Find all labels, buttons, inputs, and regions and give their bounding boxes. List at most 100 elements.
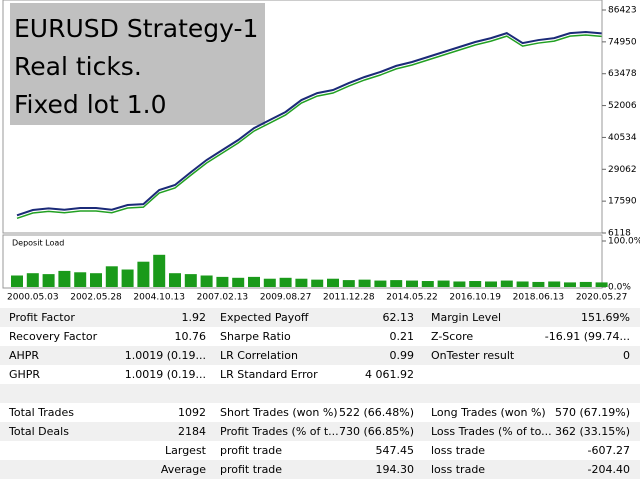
stat-value: -204.40 <box>587 463 630 476</box>
stat-label: GHPR <box>9 368 41 381</box>
load-bar <box>42 274 55 287</box>
y-tick-label: 52006 <box>608 101 637 111</box>
stat-value: 1.0019 (0.19... <box>124 368 206 381</box>
load-bar <box>579 281 592 287</box>
y-tick-label: 63478 <box>608 69 637 79</box>
stat-value: 151.69% <box>581 311 630 324</box>
stat-value: 1.92 <box>181 311 207 324</box>
x-tick-label: 2011.12.28 <box>323 293 375 303</box>
load-bar <box>184 274 197 287</box>
stat-label: Expected Payoff <box>220 311 309 324</box>
load-bar <box>295 278 308 287</box>
stat-label: Total Deals <box>9 425 69 438</box>
y-tick-label: 40534 <box>608 133 637 143</box>
stat-value: 10.76 <box>174 330 207 343</box>
stat-label: Recovery Factor <box>9 330 98 343</box>
annotation: Real ticks. <box>14 52 142 81</box>
stat-value: 570 (67.19%) <box>554 406 630 419</box>
load-bar <box>342 280 355 287</box>
load-bar <box>406 280 418 287</box>
load-bar <box>437 280 450 287</box>
info-box <box>10 3 265 125</box>
load-bar <box>374 280 387 287</box>
annotation: EURUSD Strategy-1 <box>14 14 258 43</box>
load-bar <box>248 276 260 287</box>
load-bar <box>485 281 497 287</box>
stat-value: 62.13 <box>382 311 415 324</box>
x-tick-label: 2018.06.13 <box>513 293 565 303</box>
load-bar <box>595 282 608 287</box>
load-bar <box>153 254 166 287</box>
x-tick-label: 2009.08.27 <box>260 293 312 303</box>
x-tick-label: 2000.05.03 <box>7 293 59 303</box>
y-tick-label: 0.0% <box>608 283 631 293</box>
load-bar <box>74 272 87 287</box>
annotation: Fixed lot 1.0 <box>14 90 166 119</box>
x-tick-label: 2007.02.13 <box>197 293 249 303</box>
equity-line <box>16 34 602 219</box>
panel-title: Deposit Load <box>12 239 64 248</box>
stat-label: Sharpe Ratio <box>220 330 291 343</box>
x-tick-label: 2004.10.13 <box>133 293 185 303</box>
load-bar <box>453 281 466 287</box>
load-bar <box>263 278 276 287</box>
report-row: Largest profit trade 547.45 loss trade -607.… <box>0 441 640 460</box>
report-row: Total Deals 2184 Profit Trades (% of t... 7… <box>0 422 640 441</box>
stat-value: 730 (66.85%) <box>338 425 414 438</box>
stat-label: profit trade <box>220 444 283 457</box>
stat-value: 522 (66.48%) <box>338 406 414 419</box>
stat-label: Profit Factor <box>9 311 75 324</box>
stat-value: -16.91 (99.74... <box>544 330 630 343</box>
stat-label: Profit Trades (% of t... <box>220 425 339 438</box>
report-row: Profit Factor 1.92 Expected Payoff 62.13 Mar… <box>0 308 640 327</box>
stat-value: 1092 <box>178 406 206 419</box>
y-tick-label: 74950 <box>608 37 637 47</box>
load-bar <box>516 281 529 287</box>
stat-value: 2184 <box>178 425 206 438</box>
load-bar <box>500 280 513 287</box>
report-row: Recovery Factor 10.76 Sharpe Ratio 0.21 Z-Sc… <box>0 327 640 346</box>
stat-value: 194.30 <box>375 463 415 476</box>
load-bar <box>200 275 213 287</box>
load-bar <box>216 276 229 287</box>
x-tick-label: 2014.05.22 <box>386 293 438 303</box>
stat-value: 0 <box>623 349 630 362</box>
load-bar <box>121 269 134 287</box>
stat-value: -607.27 <box>587 444 630 457</box>
load-bar <box>532 281 545 287</box>
stat-label: Short Trades (won %) <box>220 406 338 419</box>
y-tick-label: 29062 <box>608 165 637 175</box>
load-bar <box>232 277 245 287</box>
report-row: Average profit trade 194.30 loss trade -204.… <box>0 460 640 479</box>
load-bar <box>26 273 39 287</box>
load-bar <box>311 279 324 287</box>
load-bar <box>137 261 150 287</box>
load-bar <box>421 281 434 287</box>
stat-label: Margin Level <box>431 311 502 324</box>
load-bar <box>58 270 71 287</box>
stat-value: 547.45 <box>375 444 415 457</box>
stat-label: OnTester result <box>431 349 515 362</box>
balance-line <box>16 30 602 217</box>
stat-value: 1.0019 (0.19... <box>124 349 206 362</box>
stat-value: 0.99 <box>389 349 415 362</box>
stat-label: LR Correlation <box>220 349 298 362</box>
load-bar <box>90 273 102 287</box>
x-tick-label: 2020.05.27 <box>576 293 628 303</box>
load-bar <box>548 281 561 287</box>
x-tick-label: 2016.10.19 <box>449 293 501 303</box>
load-bar <box>358 279 371 287</box>
y-tick-label: 17590 <box>608 197 637 207</box>
y-tick-label: 86423 <box>608 6 637 16</box>
load-bar <box>105 266 118 287</box>
load-bar <box>469 281 482 287</box>
stat-value: 362 (33.15%) <box>554 425 630 438</box>
stat-label: loss trade <box>431 463 486 476</box>
stat-label: Z-Score <box>431 330 474 343</box>
load-bar <box>11 275 23 287</box>
load-bar <box>564 282 576 287</box>
stat-value: Average <box>160 463 206 476</box>
y-tick-label: 6118 <box>608 229 631 239</box>
report-row: Total Trades 1092 Short Trades (won %) 522 … <box>0 403 640 422</box>
